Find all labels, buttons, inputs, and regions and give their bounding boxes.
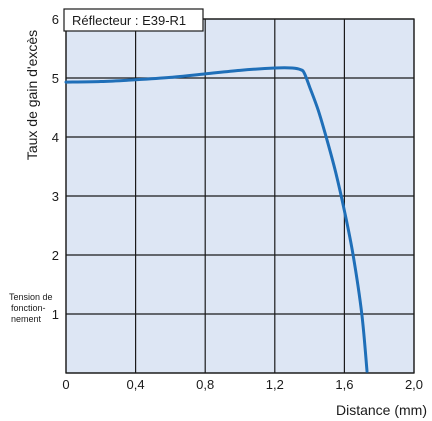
y-tick-label: 3 [52, 189, 59, 204]
y-tick-label: 4 [52, 130, 59, 145]
x-tick-label: 0,8 [196, 377, 214, 392]
operating-level-label: Tension de fonction- nement [9, 292, 53, 324]
operating-level-label-line-2: fonction- [11, 303, 46, 313]
x-tick-label: 2,0 [405, 377, 423, 392]
y-tick-label: 5 [52, 71, 59, 86]
x-axis-label: Distance (mm) [336, 402, 427, 418]
x-tick-label: 0,4 [127, 377, 145, 392]
series-layer [64, 66, 369, 373]
operating-level-label-line-3: nement [11, 314, 42, 324]
operating-level-label-line-1: Tension de [9, 292, 53, 302]
x-tick-label: 1,6 [335, 377, 353, 392]
y-tick-labels: 1 2 3 4 5 6 [52, 12, 59, 322]
y-tick-label: 2 [52, 248, 59, 263]
y-tick-label: 6 [52, 12, 59, 27]
series-line [64, 66, 369, 373]
plot-frame [65, 18, 415, 374]
x-tick-label: 0 [62, 377, 69, 392]
legend-label: Réflecteur : E39-R1 [72, 13, 186, 28]
legend-box-frame [63, 8, 204, 32]
legend-box: Réflecteur : E39-R1 [63, 8, 204, 32]
y-tick-label: 1 [52, 307, 59, 322]
y-axis-label: Taux de gain d'excès [24, 30, 40, 160]
x-tick-labels: 0 0,4 0,8 1,2 1,6 2,0 [62, 377, 423, 392]
x-tick-label: 1,2 [266, 377, 284, 392]
grid-lines [65, 18, 415, 374]
